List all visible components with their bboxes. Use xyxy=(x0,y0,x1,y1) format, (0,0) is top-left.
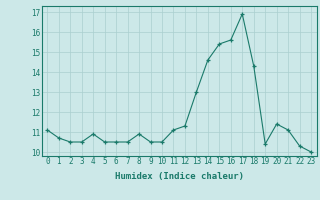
X-axis label: Humidex (Indice chaleur): Humidex (Indice chaleur) xyxy=(115,172,244,181)
